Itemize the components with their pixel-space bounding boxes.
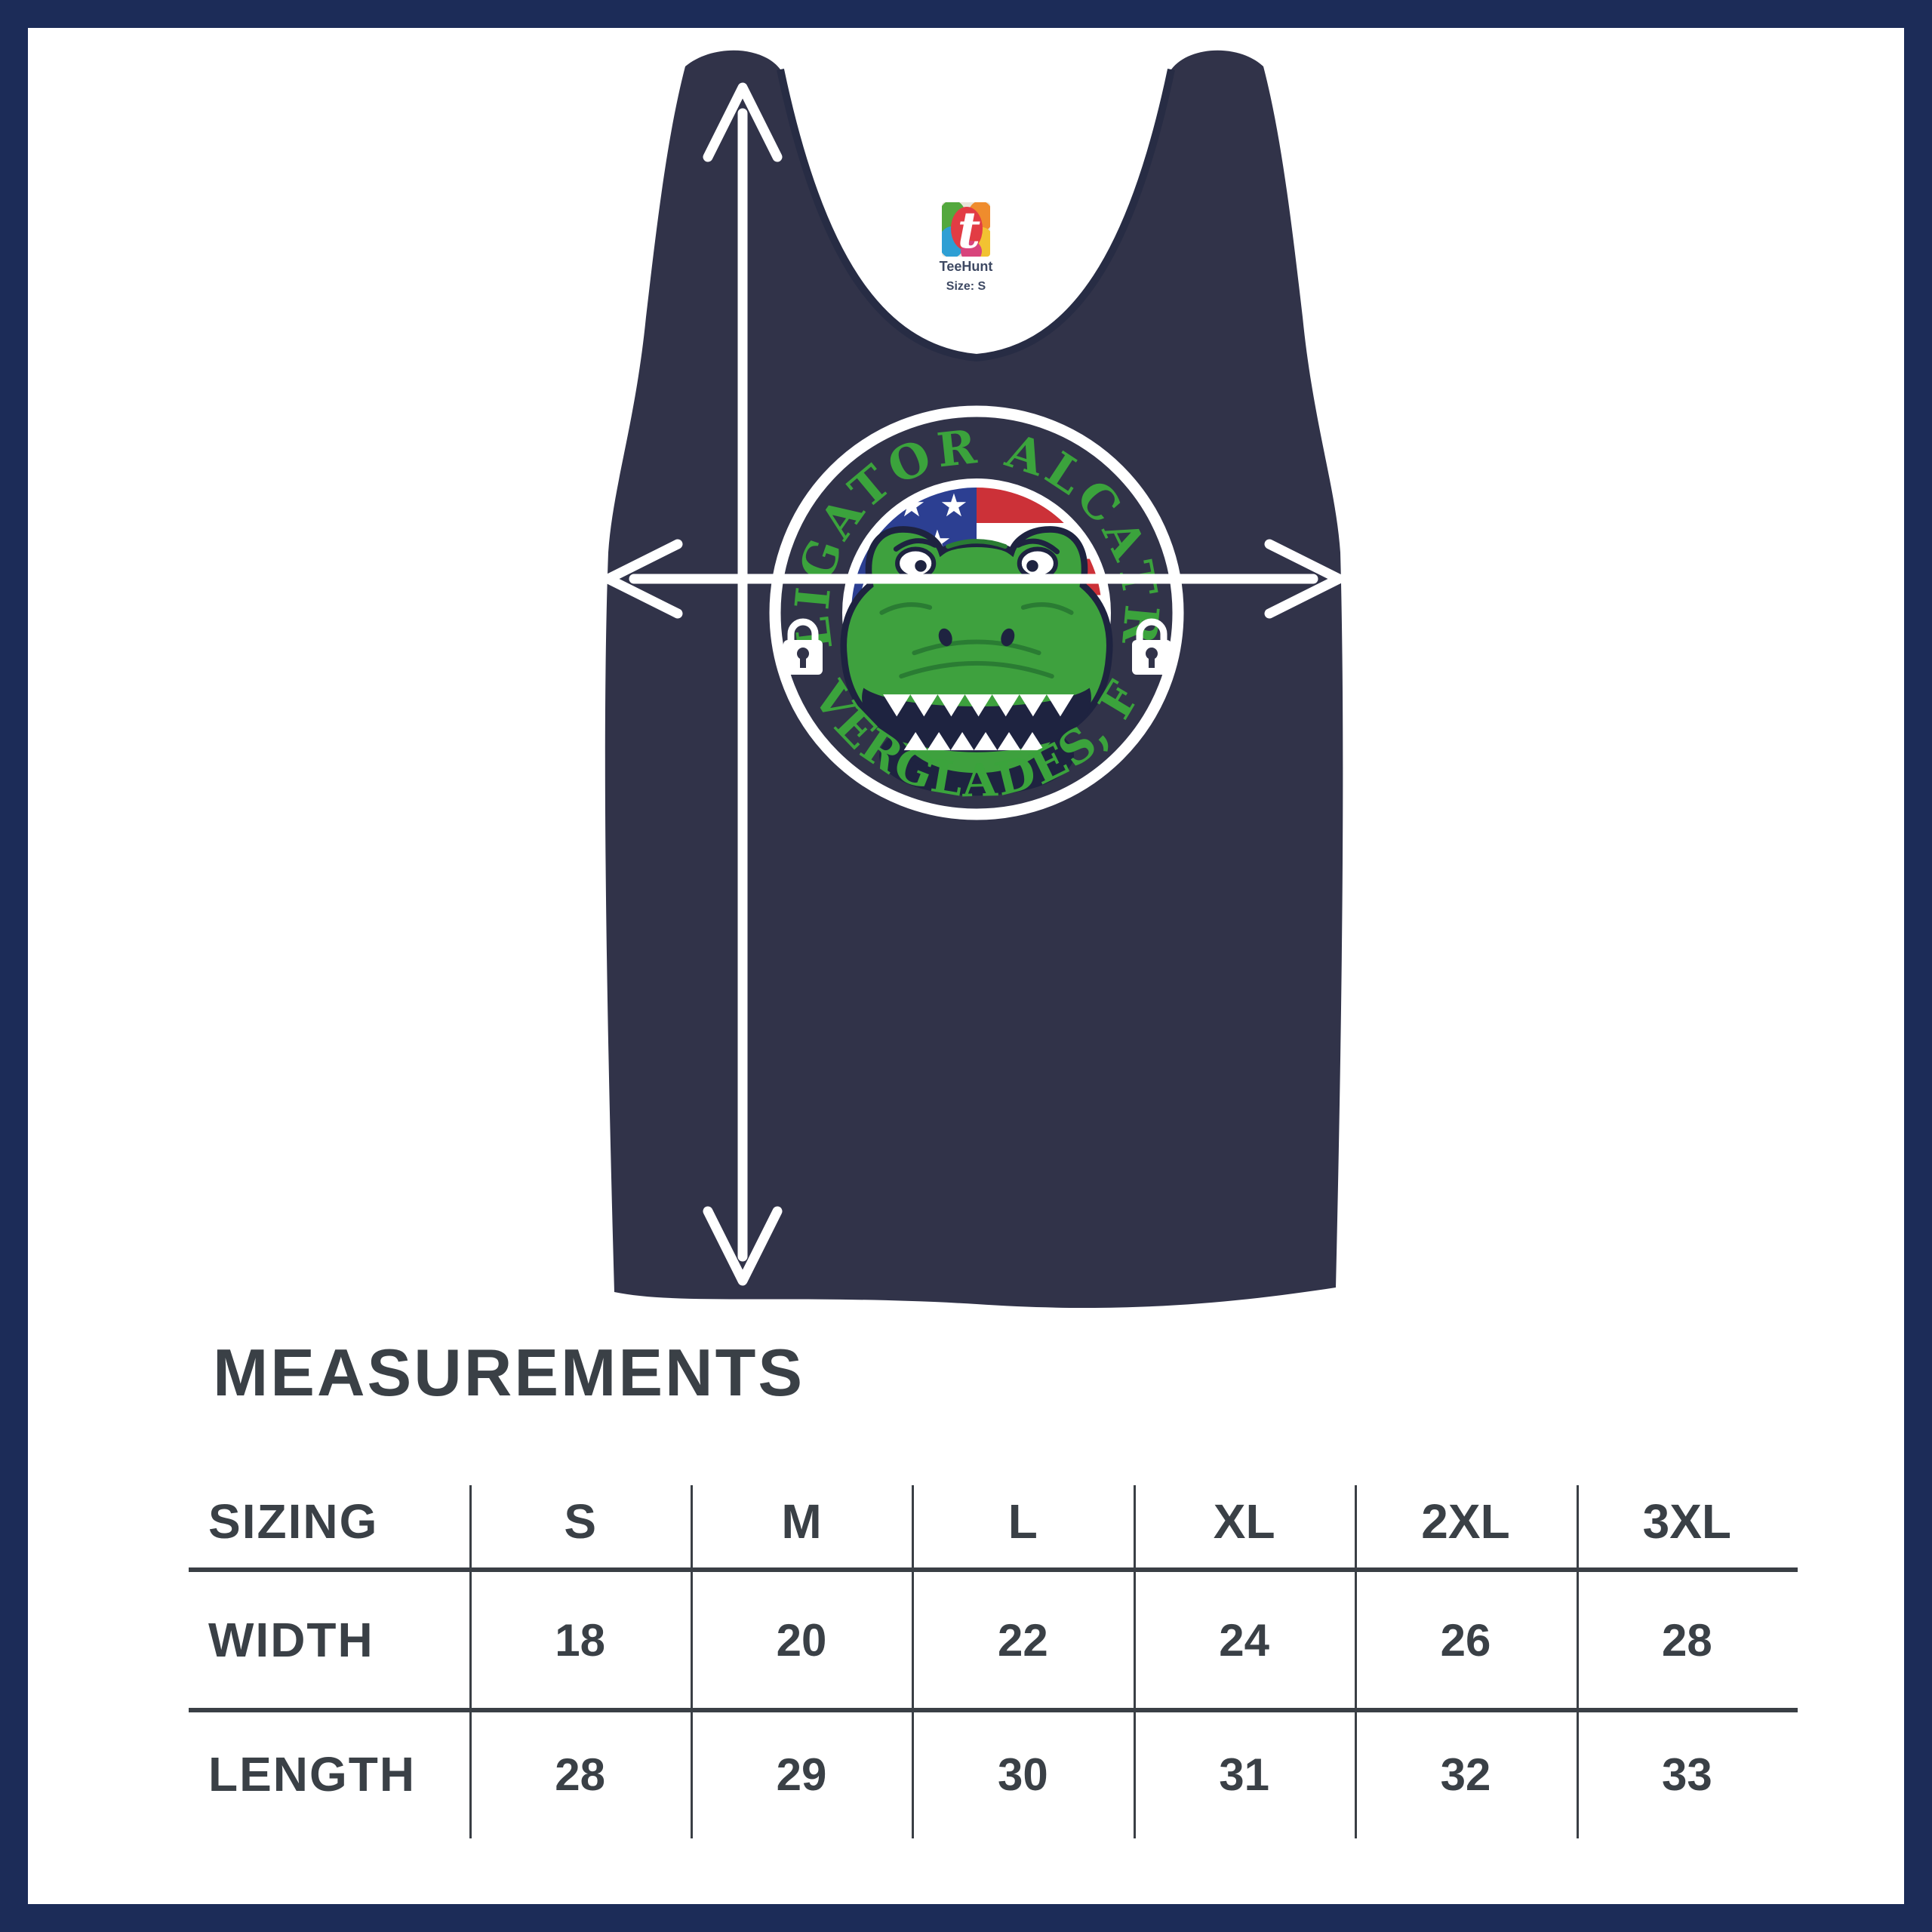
width-2xl: 26: [1440, 1614, 1491, 1666]
length-m: 29: [776, 1749, 827, 1800]
table-column-divider: [691, 1485, 693, 1838]
page-title: MEASUREMENTS: [213, 1335, 805, 1410]
table-column-divider: [912, 1485, 914, 1838]
svg-text:t: t: [958, 201, 981, 260]
alligator-head-icon: [840, 526, 1113, 796]
tag-brand: TeeHunt: [940, 259, 993, 274]
teehunt-logo-icon: t: [942, 201, 990, 260]
table-column-divider: [469, 1485, 472, 1838]
col-header-3xl: 3XL: [1642, 1494, 1732, 1549]
table-column-divider: [1134, 1485, 1136, 1838]
length-l: 30: [997, 1749, 1048, 1800]
width-s: 18: [555, 1614, 606, 1666]
svg-text:★: ★: [940, 487, 968, 524]
length-s: 28: [555, 1749, 606, 1800]
length-xl: 31: [1219, 1749, 1270, 1800]
size-table: SIZING S M L XL 2XL 3XL WIDTH 18 20 22 2…: [189, 1473, 1798, 1838]
length-2xl: 32: [1440, 1749, 1491, 1800]
col-header-s: S: [564, 1494, 596, 1549]
length-arrow: [703, 82, 783, 1286]
width-3xl: 28: [1661, 1614, 1712, 1666]
col-header-2xl: 2XL: [1421, 1494, 1510, 1549]
col-header-m: M: [781, 1494, 822, 1549]
alligator-alcatraz-badge: ★★★ ★★★ ★★★ ★★★ ★★: [0, 0, 1184, 820]
neck-tag: t TeeHunt Size: S: [940, 201, 993, 293]
table-column-divider: [1577, 1485, 1579, 1838]
collar-seam: [777, 68, 1175, 362]
col-header-xl: XL: [1213, 1494, 1275, 1549]
col-header-sizing: SIZING: [208, 1494, 379, 1549]
tag-size: Size: S: [946, 280, 986, 293]
width-l: 22: [997, 1614, 1048, 1666]
length-3xl: 33: [1661, 1749, 1712, 1800]
table-divider: [189, 1708, 1798, 1712]
table-divider: [189, 1567, 1798, 1572]
badge-outer-ring: [769, 405, 1184, 820]
table-column-divider: [1355, 1485, 1357, 1838]
width-arrow: [603, 539, 1344, 619]
padlock-left-icon: [783, 618, 823, 675]
padlock-right-icon: [1132, 618, 1171, 675]
width-xl: 24: [1219, 1614, 1270, 1666]
row-label-length: LENGTH: [208, 1747, 417, 1801]
row-label-width: WIDTH: [208, 1613, 374, 1667]
width-m: 20: [776, 1614, 827, 1666]
col-header-l: L: [1008, 1494, 1038, 1549]
